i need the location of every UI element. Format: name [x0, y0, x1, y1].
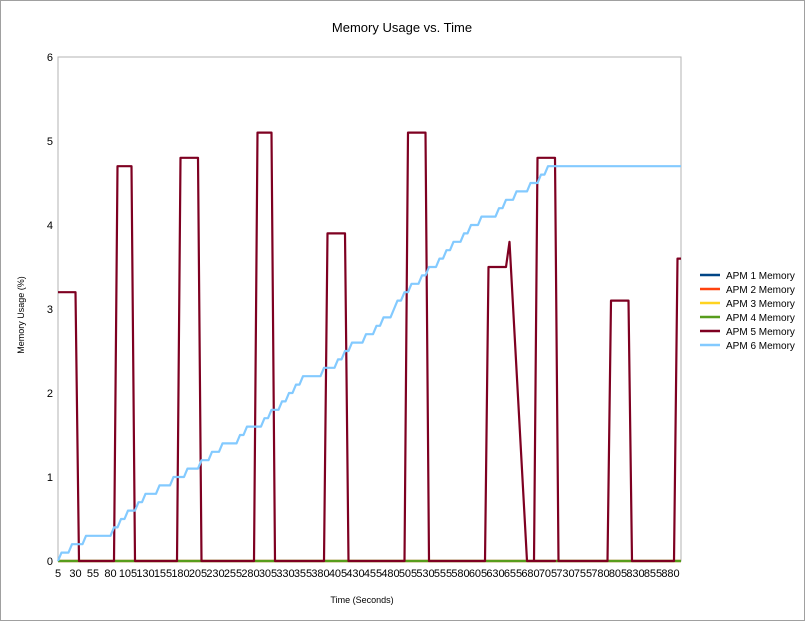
x-tick-label: 330 — [276, 568, 294, 580]
x-tick-label: 680 — [521, 568, 539, 580]
plot-area — [57, 56, 682, 562]
x-tick-label: 755 — [574, 568, 592, 580]
x-tick-label: 405 — [329, 568, 347, 580]
x-tick-label: 730 — [556, 568, 574, 580]
x-tick-label: 880 — [661, 568, 679, 580]
x-tick-label: 805 — [609, 568, 627, 580]
x-tick-label: 280 — [241, 568, 259, 580]
x-tick-label: 780 — [591, 568, 609, 580]
x-tick-label: 180 — [171, 568, 189, 580]
y-tick-label: 0 — [47, 556, 53, 568]
y-tick-label: 1 — [47, 472, 53, 484]
x-tick-label: 255 — [224, 568, 242, 580]
x-tick-label: 505 — [399, 568, 417, 580]
x-tick-label: 655 — [504, 568, 522, 580]
y-tick-labels: 0 1 2 3 4 5 6 — [47, 52, 53, 568]
legend-label: APM 2 Memory — [726, 285, 795, 296]
x-tick-label: 480 — [381, 568, 399, 580]
y-axis-title: Memory Usage (%) — [16, 276, 26, 354]
y-tick-label: 3 — [47, 304, 53, 316]
chart-title: Memory Usage vs. Time — [332, 20, 472, 35]
legend-label: APM 5 Memory — [726, 327, 795, 338]
x-tick-label: 305 — [259, 568, 277, 580]
x-tick-label: 605 — [469, 568, 487, 580]
x-tick-label: 580 — [451, 568, 469, 580]
series-line-5 — [58, 131, 681, 563]
y-tick-label: 6 — [47, 52, 53, 64]
x-tick-label: 155 — [154, 568, 172, 580]
y-tick-label: 5 — [47, 136, 53, 148]
x-axis-title: Time (Seconds) — [330, 595, 393, 605]
x-tick-label: 80 — [104, 568, 116, 580]
x-tick-label: 205 — [189, 568, 207, 580]
legend: APM 1 Memory APM 2 Memory APM 3 Memory APM … — [700, 271, 795, 352]
x-tick-label: 555 — [434, 568, 452, 580]
x-tick-label: 855 — [644, 568, 662, 580]
x-tick-label: 455 — [364, 568, 382, 580]
legend-label: APM 4 Memory — [726, 313, 795, 324]
x-tick-label: 530 — [416, 568, 434, 580]
x-tick-label: 30 — [69, 568, 81, 580]
y-tick-label: 2 — [47, 388, 53, 400]
x-tick-label: 230 — [206, 568, 224, 580]
x-tick-labels: 5 30 55 80 105 130 155 180 205 230 255 280 305 330 355… — [55, 568, 680, 580]
x-tick-label: 430 — [346, 568, 364, 580]
legend-label: APM 3 Memory — [726, 299, 795, 310]
x-tick-label: 130 — [136, 568, 154, 580]
x-tick-label: 355 — [294, 568, 312, 580]
y-tick-label: 4 — [47, 220, 53, 232]
legend-label: APM 1 Memory — [726, 271, 795, 282]
x-tick-label: 380 — [311, 568, 329, 580]
series-lines — [56, 131, 681, 563]
series-line-6 — [56, 165, 681, 562]
legend-label: APM 6 Memory — [726, 341, 795, 352]
x-tick-label: 630 — [486, 568, 504, 580]
x-tick-label: 5 — [55, 568, 61, 580]
x-tick-label: 105 — [119, 568, 137, 580]
x-tick-label: 830 — [626, 568, 644, 580]
x-tick-label: 705 — [539, 568, 557, 580]
x-tick-label: 55 — [87, 568, 99, 580]
